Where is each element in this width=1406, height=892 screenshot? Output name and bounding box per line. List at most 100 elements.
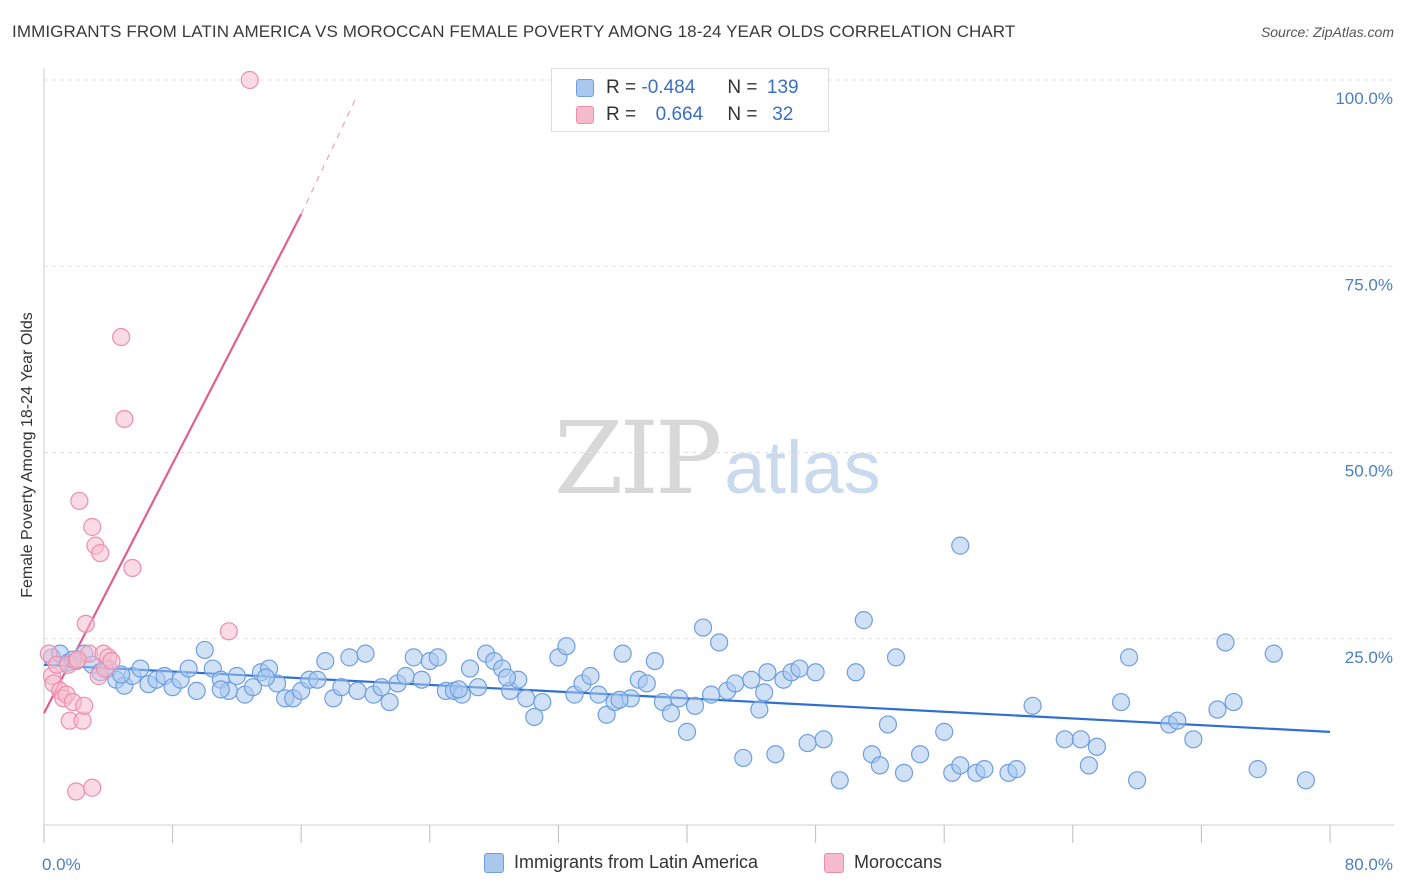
data-point-latin-america bbox=[195, 640, 214, 660]
data-point-latin-america bbox=[1264, 644, 1283, 663]
legend-row-latin-america: R = -0.484 N = 139 bbox=[576, 77, 803, 99]
data-point-latin-america bbox=[1208, 700, 1227, 719]
data-point-latin-america bbox=[854, 611, 873, 630]
data-point-latin-america bbox=[308, 670, 327, 689]
data-point-moroccans bbox=[240, 70, 259, 90]
data-point-latin-america bbox=[396, 666, 415, 686]
y-tick-label: 50.0% bbox=[1345, 462, 1393, 481]
data-point-latin-america bbox=[412, 670, 431, 689]
data-point-latin-america bbox=[645, 651, 664, 671]
watermark-zip: ZIP bbox=[554, 400, 722, 517]
trend-line-moroccans-extension bbox=[300, 94, 359, 215]
data-point-latin-america bbox=[460, 659, 480, 678]
data-point-latin-america bbox=[131, 659, 150, 678]
legend-n-value: 139 bbox=[766, 77, 799, 98]
data-point-moroccans bbox=[83, 517, 102, 537]
series-legend-moroccans[interactable]: Moroccans bbox=[824, 852, 942, 873]
data-point-latin-america bbox=[356, 644, 375, 663]
data-point-latin-america bbox=[878, 715, 898, 734]
chart-title: IMMIGRANTS FROM LATIN AMERICA VS MOROCCA… bbox=[12, 22, 1016, 41]
data-point-latin-america bbox=[894, 763, 914, 782]
series-latin-america-points bbox=[42, 536, 1315, 790]
data-point-latin-america bbox=[1168, 711, 1187, 730]
data-point-latin-america bbox=[755, 683, 774, 702]
data-point-latin-america bbox=[669, 689, 689, 708]
legend-r-label: R = bbox=[606, 77, 637, 98]
data-point-latin-america bbox=[1111, 692, 1131, 712]
tick-labels: 25.0% 50.0% 75.0% 100.0% 0.0% 80.0% bbox=[42, 89, 1393, 874]
data-point-latin-america bbox=[428, 648, 447, 667]
data-point-latin-america bbox=[1224, 692, 1243, 712]
legend-row-moroccans: R = 0.664 N = 32 bbox=[576, 104, 803, 126]
grid-lines bbox=[44, 79, 1394, 640]
series-legend: Immigrants from Latin America Moroccans bbox=[0, 852, 1406, 876]
data-point-latin-america bbox=[340, 648, 359, 667]
data-point-moroccans bbox=[70, 491, 89, 511]
data-point-moroccans bbox=[75, 696, 94, 715]
data-point-latin-america bbox=[1087, 737, 1107, 756]
legend-swatch-blue bbox=[576, 79, 594, 97]
data-point-latin-america bbox=[589, 685, 608, 704]
legend-r-value: 0.664 bbox=[655, 104, 704, 125]
legend-r-value: -0.484 bbox=[641, 77, 696, 98]
source-label: Source: ZipAtlas.com bbox=[1260, 24, 1394, 40]
data-point-latin-america bbox=[830, 771, 849, 790]
y-tick-label: 75.0% bbox=[1345, 275, 1393, 294]
legend-n-label: N = bbox=[727, 104, 758, 125]
axes bbox=[43, 68, 1394, 843]
data-point-latin-america bbox=[710, 633, 729, 652]
data-point-latin-america bbox=[404, 648, 423, 667]
data-point-latin-america bbox=[975, 760, 994, 779]
legend-swatch-pink bbox=[576, 106, 594, 124]
data-point-moroccans bbox=[219, 622, 238, 641]
data-point-latin-america bbox=[372, 678, 391, 697]
correlation-legend: R = -0.484 N = 139 R = 0.664 N = 32 bbox=[551, 68, 829, 132]
data-point-latin-america bbox=[1248, 760, 1267, 779]
y-tick-label: 25.0% bbox=[1345, 648, 1393, 667]
legend-n-label: N = bbox=[727, 77, 758, 98]
data-point-moroccans bbox=[115, 409, 134, 429]
data-point-latin-america bbox=[525, 707, 544, 727]
data-point-latin-america bbox=[316, 651, 335, 671]
series-legend-latin-america[interactable]: Immigrants from Latin America bbox=[484, 852, 758, 873]
data-point-latin-america bbox=[1055, 730, 1074, 749]
data-point-latin-america bbox=[726, 674, 745, 693]
data-point-moroccans bbox=[91, 543, 110, 563]
legend-swatch-pink bbox=[824, 852, 844, 873]
data-point-latin-america bbox=[1216, 633, 1235, 652]
data-point-latin-america bbox=[332, 678, 351, 697]
data-point-latin-america bbox=[348, 681, 367, 701]
data-point-latin-america bbox=[758, 663, 777, 682]
data-point-latin-america bbox=[935, 722, 954, 741]
data-point-moroccans bbox=[102, 651, 121, 671]
data-point-latin-america bbox=[806, 663, 825, 682]
data-point-latin-america bbox=[750, 700, 769, 719]
data-point-latin-america bbox=[1079, 756, 1098, 775]
data-point-latin-america bbox=[790, 659, 809, 678]
data-point-latin-america bbox=[187, 681, 206, 701]
data-point-latin-america bbox=[1119, 648, 1139, 667]
y-tick-label: 100.0% bbox=[1335, 89, 1393, 108]
series-moroccans-points bbox=[39, 70, 259, 801]
data-point-latin-america bbox=[951, 756, 970, 775]
series-legend-label: Immigrants from Latin America bbox=[514, 852, 759, 872]
data-point-latin-america bbox=[693, 618, 713, 637]
data-point-latin-america bbox=[610, 690, 629, 709]
data-point-latin-america bbox=[497, 668, 517, 687]
data-point-latin-america bbox=[581, 666, 600, 686]
data-point-moroccans bbox=[76, 614, 95, 633]
data-point-moroccans bbox=[67, 782, 86, 801]
data-point-latin-america bbox=[814, 730, 833, 749]
data-point-moroccans bbox=[123, 558, 142, 578]
data-point-latin-america bbox=[910, 745, 930, 764]
data-point-latin-america bbox=[1071, 730, 1090, 749]
data-point-latin-america bbox=[468, 678, 488, 697]
data-point-latin-america bbox=[243, 678, 263, 697]
data-point-moroccans bbox=[83, 778, 102, 797]
data-point-latin-america bbox=[870, 756, 890, 775]
legend-n-value: 32 bbox=[772, 104, 794, 125]
data-point-latin-america bbox=[637, 674, 656, 693]
data-point-latin-america bbox=[1184, 730, 1203, 749]
data-point-latin-america bbox=[661, 704, 681, 723]
